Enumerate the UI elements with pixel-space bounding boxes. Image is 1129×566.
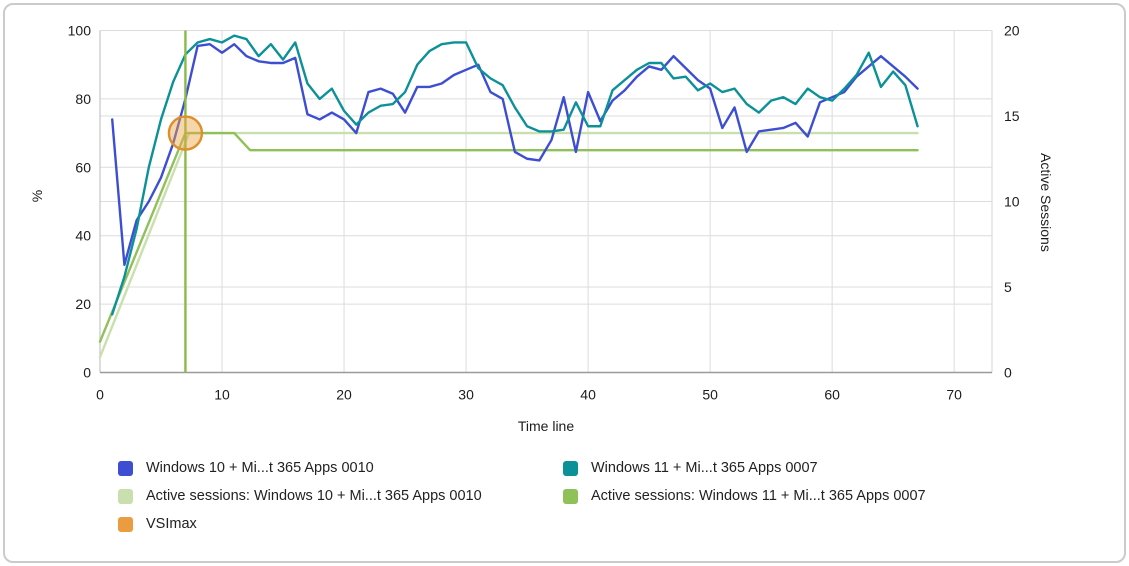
y-left-tick-label: 0 xyxy=(83,365,91,381)
series-line-active-sessions-win11 xyxy=(98,131,919,343)
x-axis-title: Time line xyxy=(517,418,575,434)
legend-swatch-win10 xyxy=(118,461,133,476)
legend-item-win10[interactable]: Windows 10 + Mi...t 365 Apps 0010 xyxy=(118,460,374,477)
y-right-tick-label: 10 xyxy=(1004,194,1020,210)
y-left-tick-label: 80 xyxy=(75,91,91,107)
y-right-axis-title: Active Sessions xyxy=(1038,152,1054,252)
x-tick-label: 30 xyxy=(458,387,474,403)
legend-label-active-sessions-win10: Active sessions: Windows 10 + Mi...t 365… xyxy=(146,488,482,504)
y-right-tick-label: 20 xyxy=(1004,23,1020,39)
legend-label-vsimax: VSImax xyxy=(146,516,197,532)
x-tick-label: 60 xyxy=(824,387,840,403)
x-tick-label: 20 xyxy=(336,387,352,403)
vsimax-marker xyxy=(167,115,204,151)
x-tick-label: 10 xyxy=(214,387,230,403)
x-tick-label: 0 xyxy=(96,387,104,403)
legend-swatch-active-sessions-win11 xyxy=(563,489,578,504)
x-tick-label: 70 xyxy=(946,387,962,403)
y-left-tick-label: 40 xyxy=(75,228,91,244)
legend-item-active-sessions-win10[interactable]: Active sessions: Windows 10 + Mi...t 365… xyxy=(118,488,482,505)
legend-label-active-sessions-win11: Active sessions: Windows 11 + Mi...t 365… xyxy=(591,488,926,504)
x-tick-label: 40 xyxy=(580,387,596,403)
series-line-win10-response xyxy=(111,42,919,266)
legend-item-win11[interactable]: Windows 11 + Mi...t 365 Apps 0007 xyxy=(563,460,818,477)
legend-label-win11: Windows 11 + Mi...t 365 Apps 0007 xyxy=(591,460,818,476)
legend-swatch-win11 xyxy=(563,461,578,476)
legend-swatch-active-sessions-win10 xyxy=(118,489,133,504)
series-line-win11-response xyxy=(111,34,919,316)
y-left-tick-label: 20 xyxy=(75,296,91,312)
x-tick-label: 50 xyxy=(702,387,718,403)
y-left-tick-label: 100 xyxy=(68,23,92,39)
y-left-tick-label: 60 xyxy=(75,159,91,175)
legend-label-win10: Windows 10 + Mi...t 365 Apps 0010 xyxy=(146,460,374,476)
y-right-tick-label: 15 xyxy=(1004,108,1020,124)
legend-swatch-vsimax xyxy=(118,517,133,532)
y-right-tick-label: 0 xyxy=(1004,365,1012,381)
y-right-tick-label: 5 xyxy=(1004,279,1012,295)
legend-item-vsimax[interactable]: VSImax xyxy=(118,516,197,533)
performance-chart: 0 10 20 30 40 50 60 70 0 20 40 60 80 100 0 5 10 15 20 xyxy=(68,23,1020,403)
legend-item-active-sessions-win11[interactable]: Active sessions: Windows 11 + Mi...t 365… xyxy=(563,488,926,505)
